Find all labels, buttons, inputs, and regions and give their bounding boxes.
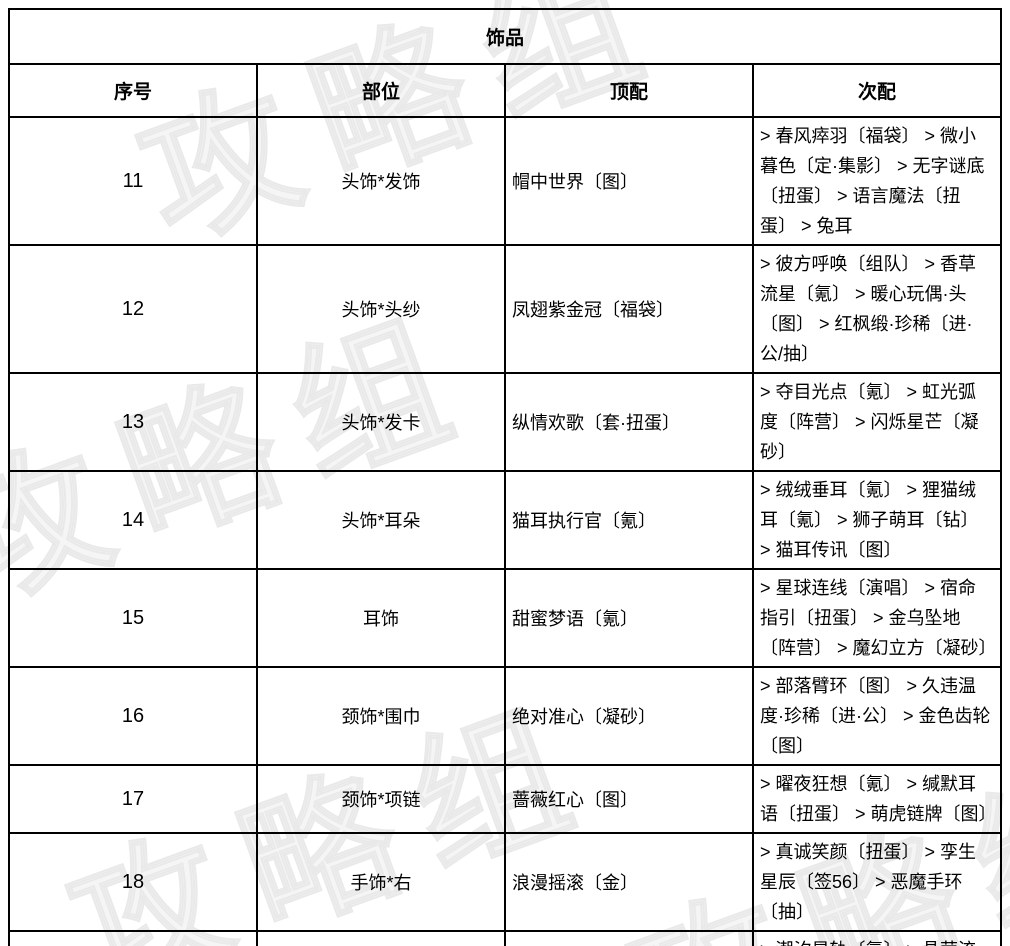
table-row: 18 手饰*右 浪漫摇滚〔金〕 > 真诚笑颜〔扭蛋〕 > 孪生星辰〔签56〕 >… xyxy=(8,832,1002,932)
cell-secondary-choice: > 曜夜狂想〔氪〕 > 缄默耳语〔扭蛋〕 > 萌虎链牌〔图〕 xyxy=(752,764,1002,834)
cell-top-choice: 猫耳执行官〔氪〕 xyxy=(504,470,754,570)
table-row: 16 颈饰*围巾 绝对准心〔凝砂〕 > 部落臂环〔图〕 > 久违温度·珍稀〔进·… xyxy=(8,666,1002,766)
cell-top-choice: 绝对准心〔凝砂〕 xyxy=(504,666,754,766)
column-header-secondary-choice: 次配 xyxy=(752,63,1002,118)
cell-number: 17 xyxy=(8,764,258,834)
column-header-number: 序号 xyxy=(8,63,258,118)
column-header-part: 部位 xyxy=(256,63,506,118)
cell-secondary-choice: > 星球连线〔演唱〕 > 宿命指引〔扭蛋〕 > 金乌坠地〔阵营〕 > 魔幻立方〔… xyxy=(752,568,1002,668)
cell-number: 11 xyxy=(8,116,258,246)
cell-part: 头饰*耳朵 xyxy=(256,470,506,570)
cell-number: 15 xyxy=(8,568,258,668)
cell-part: 头饰*头纱 xyxy=(256,244,506,374)
accessories-table: 饰品 序号 部位 顶配 次配 11 头饰*发饰 帽中世界〔图〕 > 春风瘁羽〔福… xyxy=(8,8,1002,946)
cell-top-choice: 甜蜜梦语〔氪〕 xyxy=(504,568,754,668)
cell-part: 头饰*发卡 xyxy=(256,372,506,472)
column-header-top-choice: 顶配 xyxy=(504,63,754,118)
cell-number: 12 xyxy=(8,244,258,374)
cell-part: 颈饰*项链 xyxy=(256,764,506,834)
cell-secondary-choice: > 夺目光点〔氪〕 > 虹光弧度〔阵营〕 > 闪烁星芒〔凝砂〕 xyxy=(752,372,1002,472)
cell-part: 手饰*右 xyxy=(256,832,506,932)
cell-top-choice: 浪漫摇滚〔金〕 xyxy=(504,832,754,932)
table-row: 11 头饰*发饰 帽中世界〔图〕 > 春风瘁羽〔福袋〕 > 微小暮色〔定·集影〕… xyxy=(8,116,1002,246)
header-row: 序号 部位 顶配 次配 xyxy=(8,63,1002,118)
cell-top-choice: 凤翅紫金冠〔福袋〕 xyxy=(504,244,754,374)
cell-part: 耳饰 xyxy=(256,568,506,668)
table-title: 饰品 xyxy=(8,8,1002,65)
cell-number: 13 xyxy=(8,372,258,472)
cell-number: 19 xyxy=(8,930,258,946)
table-row: 13 头饰*发卡 纵情欢歌〔套·扭蛋〕 > 夺目光点〔氪〕 > 虹光弧度〔阵营〕… xyxy=(8,372,1002,472)
cell-secondary-choice: > 部落臂环〔图〕 > 久违温度·珍稀〔进·公〕 > 金色齿轮〔图〕 xyxy=(752,666,1002,766)
cell-secondary-choice: > 春风瘁羽〔福袋〕 > 微小暮色〔定·集影〕 > 无字谜底〔扭蛋〕 > 语言魔… xyxy=(752,116,1002,246)
table-row: 15 耳饰 甜蜜梦语〔氪〕 > 星球连线〔演唱〕 > 宿命指引〔扭蛋〕 > 金乌… xyxy=(8,568,1002,668)
cell-secondary-choice: > 绒绒垂耳〔氪〕 > 狸猫绒耳〔氪〕 > 狮子萌耳〔钻〕 > 猫耳传讯〔图〕 xyxy=(752,470,1002,570)
cell-secondary-choice: > 彼方呼唤〔组队〕 > 香草流星〔氪〕 > 暖心玩偶·头〔图〕 > 红枫缎·珍… xyxy=(752,244,1002,374)
cell-top-choice: 霓彩手环〔兑〕 xyxy=(504,930,754,946)
cell-number: 16 xyxy=(8,666,258,766)
cell-number: 14 xyxy=(8,470,258,570)
table-row: 19 手饰*左 霓彩手环〔兑〕 > 潮汐星轨〔氪〕 > 晶莹流星〔限时〕 > 人… xyxy=(8,930,1002,946)
cell-number: 18 xyxy=(8,832,258,932)
table-row: 14 头饰*耳朵 猫耳执行官〔氪〕 > 绒绒垂耳〔氪〕 > 狸猫绒耳〔氪〕 > … xyxy=(8,470,1002,570)
cell-part: 手饰*左 xyxy=(256,930,506,946)
cell-top-choice: 纵情欢歌〔套·扭蛋〕 xyxy=(504,372,754,472)
cell-top-choice: 帽中世界〔图〕 xyxy=(504,116,754,246)
title-row: 饰品 xyxy=(8,8,1002,65)
cell-part: 头饰*发饰 xyxy=(256,116,506,246)
cell-part: 颈饰*围巾 xyxy=(256,666,506,766)
cell-secondary-choice: > 潮汐星轨〔氪〕 > 晶莹流星〔限时〕 > 人偶丝带〔钻〕 xyxy=(752,930,1002,946)
cell-secondary-choice: > 真诚笑颜〔扭蛋〕 > 孪生星辰〔签56〕 > 恶魔手环〔抽〕 xyxy=(752,832,1002,932)
table-row: 12 头饰*头纱 凤翅紫金冠〔福袋〕 > 彼方呼唤〔组队〕 > 香草流星〔氪〕 … xyxy=(8,244,1002,374)
table-row: 17 颈饰*项链 蔷薇红心〔图〕 > 曜夜狂想〔氪〕 > 缄默耳语〔扭蛋〕 > … xyxy=(8,764,1002,834)
cell-top-choice: 蔷薇红心〔图〕 xyxy=(504,764,754,834)
